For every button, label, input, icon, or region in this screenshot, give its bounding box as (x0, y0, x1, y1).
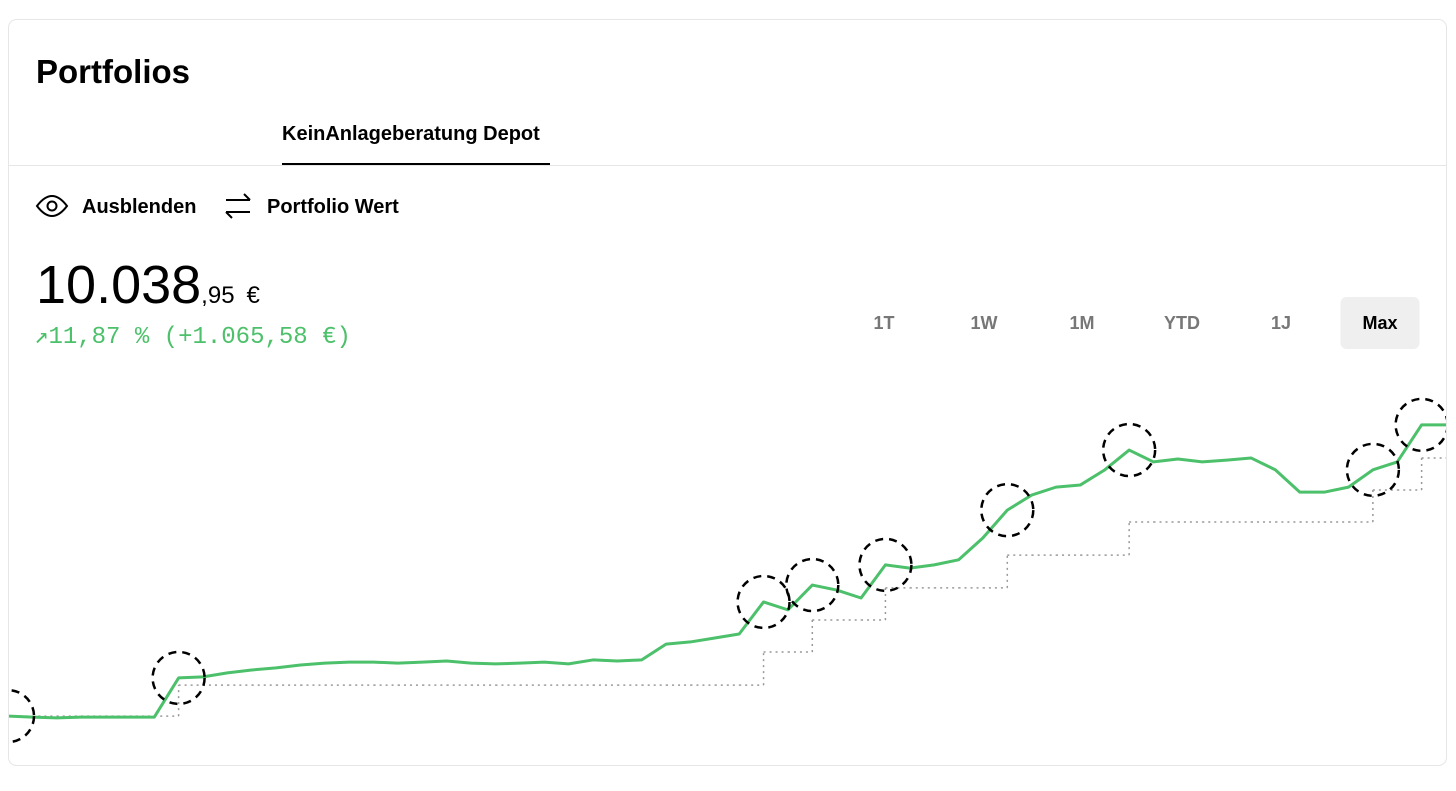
value-integer: 10.038 (36, 255, 201, 315)
value-currency: € (247, 282, 261, 309)
deposit-highlight (151, 650, 206, 706)
deposit-highlight (785, 557, 840, 613)
eye-icon[interactable] (35, 195, 69, 217)
hide-button[interactable]: Ausblenden (82, 196, 196, 218)
value-line (9, 423, 1446, 720)
value-decimal: ,95 (201, 282, 234, 309)
card (8, 19, 1447, 766)
change: ↗11,87 % (+1.065,58 €) (34, 324, 351, 351)
range-selected-bg (1340, 297, 1420, 349)
range-button[interactable]: 1T (873, 313, 894, 333)
tab-underline (282, 163, 550, 165)
value-toggle[interactable]: Portfolio Wert (267, 196, 399, 218)
range-button[interactable]: YTD (1164, 313, 1200, 333)
range-button[interactable]: 1M (1069, 313, 1094, 333)
deposit-highlight (1345, 442, 1401, 498)
title: Portfolios (36, 53, 190, 90)
range-button[interactable]: 1J (1271, 313, 1291, 333)
swap-icon[interactable] (225, 193, 251, 219)
deposit-highlight (736, 574, 791, 630)
deposit-highlight (858, 537, 913, 593)
tab[interactable]: KeinAnlageberatung Depot (282, 123, 540, 145)
range-buttons: 1T 1W 1M YTD 1J Max (873, 313, 1397, 333)
range-button[interactable]: Max (1362, 313, 1397, 333)
deposit-highlight (1101, 422, 1157, 478)
range-button[interactable]: 1W (971, 313, 998, 333)
deposit-highlight (9, 688, 36, 744)
portfolio-value: 10.038,95 € (36, 255, 261, 315)
chart (9, 397, 1446, 744)
